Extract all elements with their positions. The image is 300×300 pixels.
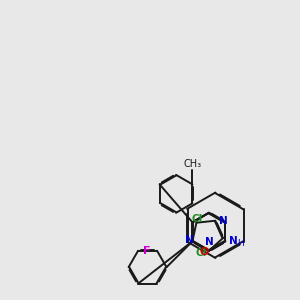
Text: F: F [143,246,151,256]
Text: Cl: Cl [191,214,202,224]
Text: N: N [229,236,238,246]
Text: Cl: Cl [195,248,206,259]
Text: N: N [205,237,213,247]
Text: CH₃: CH₃ [183,159,202,169]
Text: H: H [237,239,244,248]
Text: O: O [199,248,209,257]
Text: N: N [185,235,194,244]
Text: N: N [219,216,228,226]
